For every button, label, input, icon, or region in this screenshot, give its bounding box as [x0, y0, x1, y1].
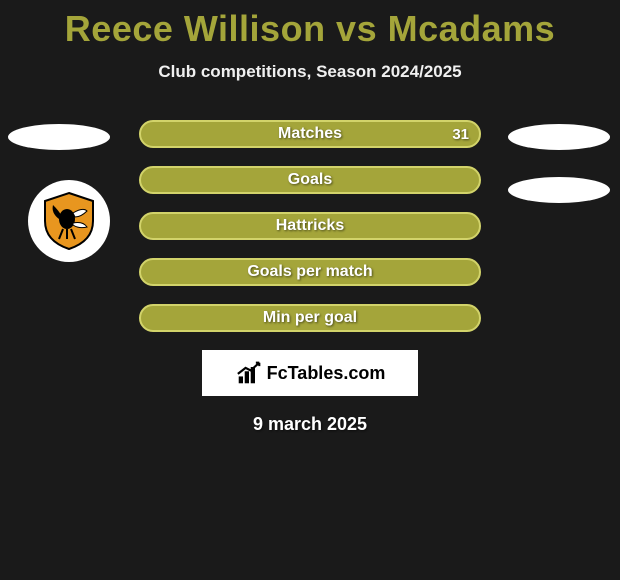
stat-bar-row: Matches31	[139, 120, 481, 148]
page-subtitle: Club competitions, Season 2024/2025	[0, 62, 620, 82]
brand-text: FcTables.com	[267, 363, 386, 384]
stat-bar-row: Min per goal	[139, 304, 481, 332]
date-text: 9 march 2025	[0, 414, 620, 435]
brand-chart-icon	[235, 361, 263, 385]
stats-bar-chart: Matches31 Goals Hattricks Goals per match Mi…	[139, 120, 481, 332]
stat-bar-label: Hattricks	[139, 212, 481, 240]
brand-badge: FcTables.com	[202, 350, 418, 396]
stat-bar-row: Hattricks	[139, 212, 481, 240]
stat-bar-value: 31	[452, 120, 469, 148]
stat-bar-label: Goals per match	[139, 258, 481, 286]
stat-bar-label: Min per goal	[139, 304, 481, 332]
stat-bar-label: Goals	[139, 166, 481, 194]
page-title: Reece Willison vs Mcadams	[0, 0, 620, 50]
stat-bar-label: Matches	[139, 120, 481, 148]
stat-bar-row: Goals	[139, 166, 481, 194]
stat-bar-row: Goals per match	[139, 258, 481, 286]
